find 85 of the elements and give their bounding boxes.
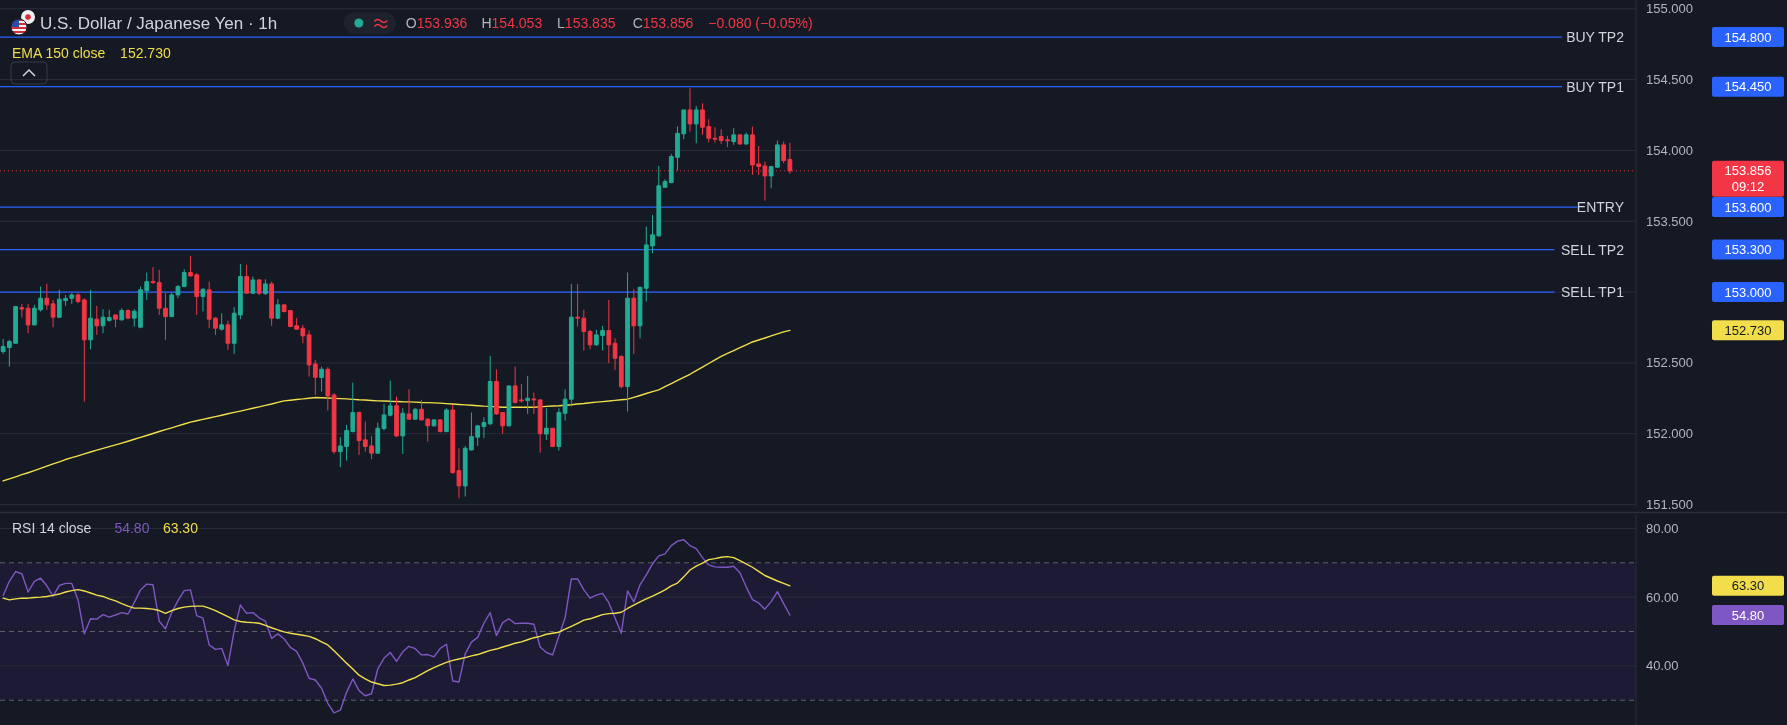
ref-line-label: BUY TP2 <box>1566 29 1625 46</box>
candlestick <box>556 407 562 451</box>
y-tick-label: 153.500 <box>1646 213 1693 229</box>
candlestick <box>737 134 743 146</box>
y-tick-label: 40.00 <box>1646 658 1679 674</box>
text: 154.800 <box>1724 29 1772 45</box>
candlestick <box>693 105 699 144</box>
y-tick-label: 80.00 <box>1646 520 1679 536</box>
candlestick <box>94 305 100 336</box>
ref-line-label: BUY TP1 <box>1566 78 1625 95</box>
candlestick <box>587 329 593 350</box>
candlestick <box>531 392 537 415</box>
candlestick <box>487 355 493 426</box>
candlestick <box>244 264 250 294</box>
candlestick <box>431 418 437 428</box>
y-tick-label: 60.00 <box>1646 589 1679 605</box>
candlestick <box>525 375 531 415</box>
candlestick <box>743 132 749 146</box>
y-tick-label: 152.500 <box>1646 355 1693 371</box>
candlestick <box>412 407 418 421</box>
text: 153.856 <box>1724 163 1772 179</box>
candlestick <box>331 392 337 455</box>
candlestick <box>625 272 630 413</box>
line-series <box>2 555 791 687</box>
text: 54.80 <box>1731 607 1765 623</box>
annotation: 152.730 <box>120 44 171 61</box>
text: 154.450 <box>1724 79 1772 95</box>
candlestick <box>200 287 206 313</box>
candlestick <box>537 398 543 454</box>
y-tick-label: 152.000 <box>1646 426 1693 442</box>
ref-line-label: SELL TP1 <box>1560 284 1625 300</box>
candlestick <box>119 307 125 322</box>
annotation: C153.856 <box>632 14 694 31</box>
annotation: −0.080 (−0.05%) <box>708 14 813 31</box>
ref-line-label: ENTRY <box>1576 199 1625 216</box>
annotation: 54.80 <box>114 519 150 536</box>
text: 63.30 <box>1731 578 1765 594</box>
annotation: O153.936 <box>405 14 468 31</box>
chart-title: RSI 14 close <box>12 519 92 536</box>
y-tick-label: 155.000 <box>1646 1 1693 17</box>
candlestick <box>181 268 187 288</box>
text: 09:12 <box>1731 179 1765 195</box>
annotation: 63.30 <box>162 519 199 536</box>
candlestick <box>25 303 31 334</box>
line-series <box>2 539 791 714</box>
candlestick <box>113 314 118 328</box>
line-series <box>2 329 791 482</box>
candlestick <box>250 276 256 294</box>
text: U.S. Dollar / Japanese Yen · 1h <box>40 13 278 33</box>
candlestick <box>225 320 231 351</box>
candlestick <box>50 299 56 328</box>
candlestick <box>731 127 737 146</box>
candlestick <box>263 278 268 296</box>
candlestick <box>437 418 443 433</box>
y-tick-label: 154.500 <box>1646 72 1693 88</box>
text: EMA 150 close <box>12 44 106 61</box>
candlestick <box>269 281 274 327</box>
candlestick <box>544 407 549 441</box>
candlestick <box>631 288 637 355</box>
candlestick <box>394 396 399 438</box>
candlestick <box>44 283 50 311</box>
candlestick <box>219 312 225 331</box>
text: 153.300 <box>1724 242 1772 258</box>
y-tick-label: 151.500 <box>1646 497 1693 513</box>
candlestick <box>319 366 324 393</box>
candlestick <box>125 308 131 320</box>
candlestick <box>275 298 281 320</box>
candlestick <box>19 303 25 319</box>
candlestick <box>506 385 512 428</box>
ref-line-label: SELL TP2 <box>1560 241 1625 258</box>
candlestick <box>444 407 449 433</box>
candlestick <box>256 278 262 296</box>
candlestick <box>325 366 331 412</box>
text: 153.000 <box>1724 284 1772 300</box>
candlestick <box>406 388 412 420</box>
candlestick <box>88 289 93 350</box>
candlestick <box>400 407 406 455</box>
candlestick <box>550 427 555 448</box>
text: 152.730 <box>1724 322 1772 338</box>
annotation: H154.053 <box>481 14 543 31</box>
y-tick-label: 154.000 <box>1646 142 1693 158</box>
text: 153.600 <box>1724 199 1772 215</box>
candlestick <box>687 87 693 133</box>
candlestick <box>606 299 612 364</box>
annotation: L153.835 <box>557 14 616 31</box>
